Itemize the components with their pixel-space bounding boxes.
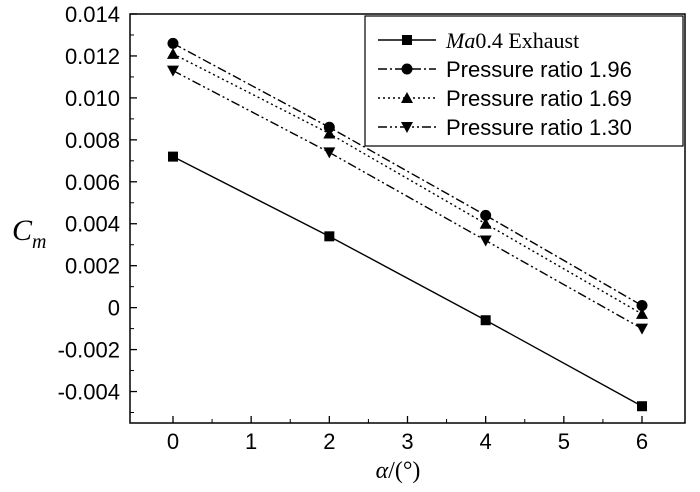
legend: Ma0.4 Exhaust Pressure ratio 1.96 Pressure… [364,15,684,147]
legend-marker-3 [401,122,413,133]
y-tick-label: -0.002 [58,338,120,363]
series-line-3 [172,70,643,330]
legend-label-italic: Ma [445,28,475,53]
y-tick-label: 0 [108,296,120,321]
y-tick-label: 0.014 [65,2,120,27]
data-point-series-2 [479,217,492,229]
series-line-0 [172,156,643,407]
x-tick-label: 6 [636,429,648,454]
y-tick-label: -0.004 [58,380,120,405]
series-line-1 [172,42,643,307]
x-tick-label: 1 [245,429,257,454]
x-axis-title-unit: /(°) [388,458,420,484]
data-point-series-1 [167,37,179,49]
data-point-series-3 [479,235,492,247]
legend-marker-1 [401,63,413,75]
data-point-series-0 [637,401,648,412]
data-point-series-3 [636,323,649,335]
data-point-series-2 [323,127,336,139]
x-tick-label: 4 [480,429,492,454]
x-axis-title: α/(°) [376,458,421,484]
legend-label-1: Pressure ratio 1.96 [446,57,632,82]
data-point-series-1 [323,121,335,133]
y-tick-label: 0.004 [65,212,120,237]
series-markers [166,37,649,412]
data-point-series-1 [636,300,648,312]
legend-marker-2 [401,92,413,103]
data-point-series-2 [636,307,649,319]
legend-label-3: Pressure ratio 1.30 [446,115,632,140]
legend-box [364,15,684,147]
x-tick-label: 0 [167,429,179,454]
y-tick-label: 0.006 [65,170,120,195]
legend-label-rest: 0.4 Exhaust [475,28,579,53]
data-point-series-0 [167,151,178,162]
legend-label-0: Ma0.4 Exhaust [445,28,579,53]
series-line-2 [172,53,643,315]
data-point-series-0 [324,231,335,242]
series-lines [172,42,643,407]
x-tick-label: 3 [401,429,413,454]
y-axis-title: Cm [12,214,46,253]
x-tick-label: 2 [323,429,335,454]
data-point-series-3 [166,65,179,77]
x-axis: 0 1 2 3 4 5 6 [167,416,648,454]
y-tick-label: 0.010 [65,86,120,111]
legend-marker-0 [402,35,412,45]
data-point-series-0 [480,315,491,326]
data-point-series-3 [323,147,336,159]
data-point-series-2 [166,47,179,59]
x-axis-title-symbol: α [376,458,389,484]
y-axis: -0.004 -0.002 0 0.002 0.004 0.006 0.008 0.010 0.… [58,2,137,414]
y-tick-label: 0.002 [65,254,120,279]
y-tick-label: 0.008 [65,128,120,153]
legend-label-2: Pressure ratio 1.69 [446,86,632,111]
data-point-series-1 [480,209,492,221]
y-tick-label: 0.012 [65,44,120,69]
x-tick-label: 5 [558,429,570,454]
